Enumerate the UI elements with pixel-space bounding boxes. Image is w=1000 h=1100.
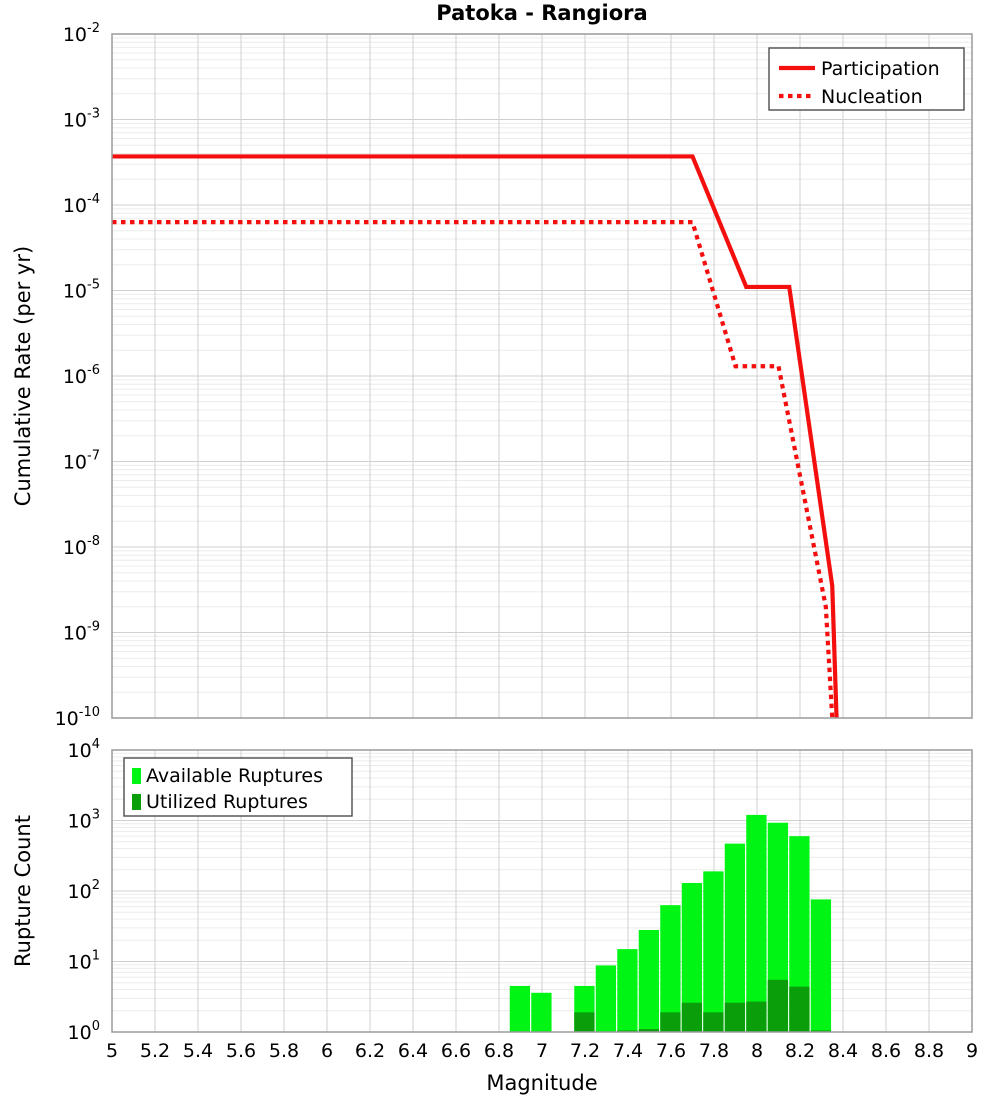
- bar-utilized: [724, 1002, 746, 1032]
- bar-utilized: [660, 1012, 681, 1032]
- bar-utilized: [681, 1002, 703, 1032]
- x-tick-label: 7: [536, 1040, 548, 1062]
- x-tick-label: 8.6: [871, 1040, 901, 1062]
- bar-available: [746, 814, 767, 1032]
- bar-available: [724, 843, 746, 1032]
- x-tick-label: 8.4: [828, 1040, 858, 1062]
- bar-available: [767, 822, 789, 1032]
- bar-column: [789, 836, 810, 1032]
- x-tick-label: 7.6: [656, 1040, 686, 1062]
- bottom-legend-label: Available Ruptures: [146, 765, 323, 787]
- top-series-group: [112, 154, 839, 718]
- bar-utilized: [703, 1012, 724, 1032]
- bar-column: [810, 899, 832, 1032]
- x-tick-label: 6.2: [355, 1040, 385, 1062]
- legend-swatch-available: [132, 768, 141, 784]
- bar-available: [810, 899, 832, 1032]
- top-legend-label: Participation: [821, 58, 940, 80]
- bar-utilized: [638, 1029, 660, 1032]
- x-tick-label: 6.6: [441, 1040, 471, 1062]
- x-tick-label: 8.8: [914, 1040, 944, 1062]
- bar-available: [531, 992, 552, 1032]
- legend-swatch-utilized: [132, 794, 141, 810]
- x-tick-label: 5.8: [269, 1040, 299, 1062]
- top-legend-box: [768, 47, 965, 111]
- top-y-tick-label: 10-7: [63, 449, 100, 474]
- x-tick-label: 9: [966, 1040, 978, 1062]
- top-y-tick-label: 10-6: [63, 363, 100, 388]
- x-tick-label: 5.6: [226, 1040, 256, 1062]
- x-tick-label: 7.4: [613, 1040, 643, 1062]
- bar-column: [574, 985, 595, 1032]
- bar-available: [509, 985, 531, 1032]
- x-axis: 5 5.2 5.4 5.6 5.8 6 6.2 6.4 6.6 6.8 7 7.2 7.4 7.6 7.8 8…: [106, 1040, 978, 1095]
- bar-available: [660, 905, 681, 1032]
- bar-column: [724, 843, 746, 1032]
- top-y-tick-label: 10-8: [63, 534, 100, 559]
- bar-available: [595, 965, 617, 1032]
- bottom-y-axis-label: Rupture Count: [11, 815, 35, 967]
- series-line-nucleation: [112, 220, 835, 718]
- top-y-tick-label: 10-2: [63, 21, 100, 46]
- x-tick-label: 5.2: [140, 1040, 170, 1062]
- bar-column: [660, 905, 681, 1032]
- bar-utilized: [789, 986, 810, 1032]
- bar-utilized: [746, 1001, 767, 1032]
- x-tick-label: 5: [106, 1040, 118, 1062]
- bar-available: [789, 836, 810, 1032]
- x-tick-label: 6.8: [484, 1040, 514, 1062]
- bar-utilized: [767, 979, 789, 1032]
- top-y-tick-label: 10-10: [55, 705, 100, 730]
- x-tick-label: 5.4: [183, 1040, 213, 1062]
- top-y-tick-label: 10-4: [63, 192, 100, 217]
- bar-column: [746, 814, 767, 1032]
- bottom-legend: Available Ruptures Utilized Ruptures: [123, 757, 353, 817]
- bottom-plot-frame: [111, 749, 973, 1033]
- x-tick-label: 6: [321, 1040, 333, 1062]
- top-y-axis-label: Cumulative Rate (per yr): [11, 246, 35, 506]
- bottom-y-tick-label: 102: [68, 878, 100, 903]
- bar-column: [509, 985, 531, 1032]
- bar-column: [638, 929, 660, 1032]
- series-line-participation: [112, 154, 839, 718]
- bar-column: [531, 992, 552, 1032]
- bar-column: [767, 822, 789, 1032]
- x-axis-label: Magnitude: [486, 1071, 597, 1095]
- bar-available: [681, 882, 703, 1032]
- x-tick-label: 8.2: [785, 1040, 815, 1062]
- bar-column: [595, 965, 617, 1032]
- bottom-y-tick-label: 101: [68, 949, 100, 974]
- bar-available: [638, 929, 660, 1032]
- x-tick-label: 7.8: [699, 1040, 729, 1062]
- top-y-tick-label: 10-3: [63, 107, 100, 132]
- bar-column: [681, 882, 703, 1032]
- x-tick-label: 6.4: [398, 1040, 428, 1062]
- bar-column: [703, 871, 724, 1032]
- bottom-y-tick-label: 104: [68, 737, 100, 762]
- bar-group: [509, 814, 832, 1032]
- top-legend: Participation Nucleation: [768, 47, 965, 111]
- bar-available: [703, 871, 724, 1032]
- bottom-y-tick-label: 103: [68, 808, 100, 833]
- top-plot-frame: [111, 33, 973, 719]
- x-tick-label: 8: [751, 1040, 763, 1062]
- top-y-tick-label: 10-5: [63, 278, 100, 303]
- bar-available: [617, 949, 638, 1032]
- top-y-tick-label: 10-9: [63, 620, 100, 645]
- bottom-y-tick-label: 100: [68, 1019, 100, 1044]
- chart-title: Patoka - Rangiora: [436, 1, 647, 25]
- bar-utilized: [574, 1012, 595, 1032]
- top-legend-label: Nucleation: [821, 86, 923, 108]
- bottom-legend-label: Utilized Ruptures: [146, 791, 308, 813]
- x-tick-label: 7.2: [570, 1040, 600, 1062]
- bar-column: [617, 949, 638, 1032]
- top-panel: 10-2 10-3 10-4 10-5 10-6 10-7 10-8 10-9 10-10: [55, 21, 973, 730]
- bottom-legend-box: [123, 757, 353, 817]
